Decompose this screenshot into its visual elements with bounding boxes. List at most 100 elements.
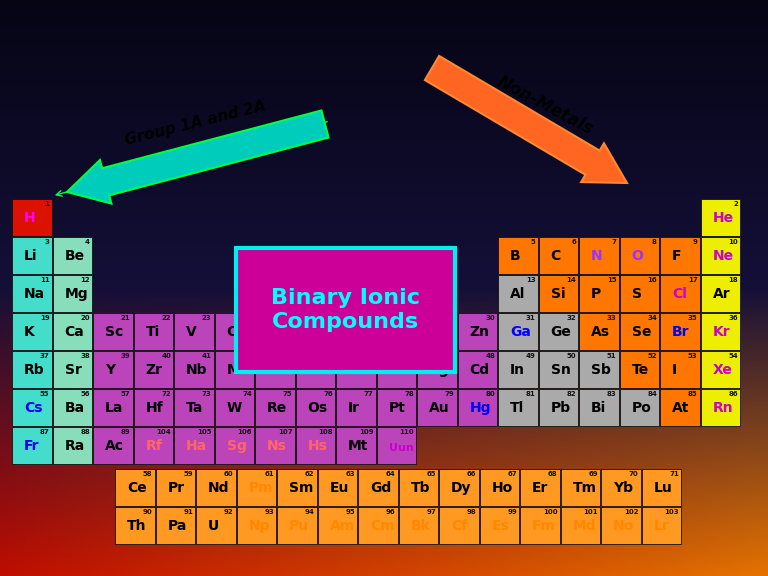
Text: No: No	[613, 520, 634, 533]
Text: At: At	[672, 401, 690, 415]
Bar	[620, 275, 659, 312]
Bar	[641, 507, 681, 544]
Bar	[520, 507, 560, 544]
Bar	[538, 237, 578, 274]
Text: Ho: Ho	[492, 482, 513, 495]
Text: Tm: Tm	[573, 482, 597, 495]
Text: 99: 99	[507, 509, 517, 515]
Text: 104: 104	[156, 429, 171, 435]
Text: 39: 39	[121, 353, 131, 359]
Bar	[93, 389, 133, 426]
Text: 50: 50	[566, 353, 576, 359]
Bar	[700, 351, 740, 388]
Bar	[134, 351, 173, 388]
Text: Rn: Rn	[713, 401, 733, 415]
Text: Gd: Gd	[370, 482, 392, 495]
Text: I: I	[672, 363, 677, 377]
Text: V: V	[186, 325, 197, 339]
Text: Os: Os	[308, 401, 328, 415]
Bar	[93, 351, 133, 388]
Text: 81: 81	[526, 391, 535, 397]
Bar	[174, 351, 214, 388]
Text: Co: Co	[348, 325, 368, 339]
Text: 25: 25	[283, 315, 293, 321]
Text: 46: 46	[404, 353, 414, 359]
Bar	[12, 389, 51, 426]
Text: Se: Se	[631, 325, 651, 339]
Text: Li: Li	[24, 249, 38, 263]
Text: Th: Th	[127, 520, 147, 533]
Text: Rh: Rh	[348, 363, 369, 377]
Bar	[277, 469, 316, 506]
Bar	[336, 351, 376, 388]
Bar	[336, 427, 376, 464]
Bar	[255, 351, 294, 388]
Text: Ta: Ta	[186, 401, 204, 415]
Text: 51: 51	[607, 353, 617, 359]
Text: B: B	[510, 249, 521, 263]
Bar	[134, 313, 173, 350]
Text: U: U	[208, 520, 220, 533]
Text: Pu: Pu	[289, 520, 310, 533]
Text: Sc: Sc	[105, 325, 124, 339]
Bar	[12, 351, 51, 388]
Bar	[174, 313, 214, 350]
Bar	[358, 469, 398, 506]
Text: 86: 86	[728, 391, 738, 397]
Bar	[641, 469, 681, 506]
Text: 56: 56	[81, 391, 90, 397]
Text: 6: 6	[571, 239, 576, 245]
Text: Sb: Sb	[591, 363, 611, 377]
Text: 59: 59	[184, 471, 193, 477]
Text: H: H	[24, 211, 36, 225]
Text: Md: Md	[573, 520, 596, 533]
Text: K: K	[24, 325, 35, 339]
Bar	[237, 469, 276, 506]
Text: Br: Br	[672, 325, 690, 339]
Text: 23: 23	[202, 315, 211, 321]
Text: 55: 55	[40, 391, 49, 397]
Text: Ha: Ha	[186, 439, 207, 453]
Bar	[317, 469, 357, 506]
Text: 24: 24	[242, 315, 252, 321]
Text: 9: 9	[693, 239, 697, 245]
Text: Cs: Cs	[24, 401, 43, 415]
Text: Cu: Cu	[429, 325, 449, 339]
Bar	[214, 389, 254, 426]
Text: 70: 70	[629, 471, 638, 477]
Text: Pd: Pd	[389, 363, 409, 377]
Bar	[255, 427, 294, 464]
Text: 52: 52	[647, 353, 657, 359]
Bar	[296, 427, 335, 464]
Text: 41: 41	[202, 353, 211, 359]
Bar	[498, 351, 538, 388]
Text: Lu: Lu	[654, 482, 673, 495]
Text: He: He	[713, 211, 733, 225]
Text: Fr: Fr	[24, 439, 40, 453]
Text: Ba: Ba	[65, 401, 84, 415]
Bar	[52, 275, 92, 312]
Bar	[660, 351, 700, 388]
Text: Tl: Tl	[510, 401, 525, 415]
Text: 95: 95	[346, 509, 355, 515]
Bar	[700, 199, 740, 236]
Bar	[155, 507, 195, 544]
FancyArrow shape	[67, 111, 329, 203]
Text: 32: 32	[566, 315, 576, 321]
Text: Es: Es	[492, 520, 509, 533]
Text: 58: 58	[143, 471, 153, 477]
Text: 63: 63	[346, 471, 355, 477]
Text: 71: 71	[669, 471, 679, 477]
Bar	[620, 351, 659, 388]
Text: C: C	[551, 249, 561, 263]
Bar	[376, 313, 416, 350]
Text: 72: 72	[161, 391, 171, 397]
Text: N: N	[591, 249, 603, 263]
Text: Zn: Zn	[470, 325, 490, 339]
Text: Cm: Cm	[370, 520, 395, 533]
Text: 64: 64	[386, 471, 396, 477]
Text: Ag: Ag	[429, 363, 450, 377]
Text: 85: 85	[688, 391, 697, 397]
Text: La: La	[105, 401, 124, 415]
Text: 92: 92	[224, 509, 233, 515]
